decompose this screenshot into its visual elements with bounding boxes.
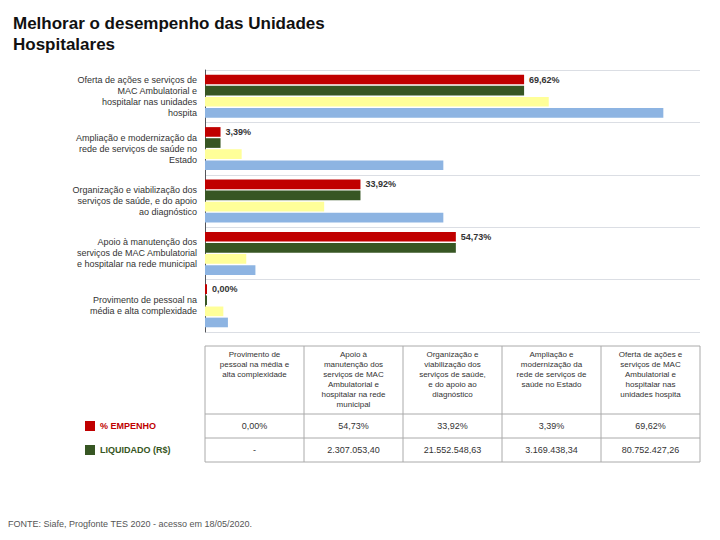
svg-text:3,39%: 3,39% <box>539 421 565 431</box>
svg-text:Oferta de ações e serviços de: Oferta de ações e serviços de <box>77 75 197 85</box>
svg-text:hospitalar na rede: hospitalar na rede <box>321 390 386 399</box>
svg-text:Hospitalares: Hospitalares <box>13 35 115 54</box>
svg-text:FONTE: Siafe, Progfonte TES 20: FONTE: Siafe, Progfonte TES 2020 - acess… <box>8 519 252 529</box>
svg-text:manutenção dos: manutenção dos <box>324 360 383 369</box>
svg-text:33,92%: 33,92% <box>437 421 468 431</box>
svg-text:rede de serviços de: rede de serviços de <box>517 370 587 379</box>
svg-text:% EMPENHO: % EMPENHO <box>100 421 156 431</box>
svg-text:hospita: hospita <box>168 108 197 118</box>
svg-text:LIQUIDADO (R$): LIQUIDADO (R$) <box>100 445 171 455</box>
svg-text:3.169.438,34: 3.169.438,34 <box>525 445 578 455</box>
svg-text:rede de serviços de saúde no: rede de serviços de saúde no <box>79 144 197 154</box>
svg-text:Provimento de: Provimento de <box>229 350 281 359</box>
svg-text:Ambulatorial e: Ambulatorial e <box>328 380 380 389</box>
svg-text:-: - <box>253 445 256 455</box>
svg-text:Estado: Estado <box>169 155 197 165</box>
svg-text:Ampliação e: Ampliação e <box>529 350 574 359</box>
svg-text:Ambulatorial e: Ambulatorial e <box>625 370 677 379</box>
svg-text:diagnóstico: diagnóstico <box>432 390 473 399</box>
svg-text:saúde no Estado: saúde no Estado <box>521 380 582 389</box>
svg-text:Ampliação e modernização da: Ampliação e modernização da <box>76 133 197 143</box>
svg-text:0,00%: 0,00% <box>242 421 268 431</box>
svg-text:hospitalar nas unidades: hospitalar nas unidades <box>102 97 198 107</box>
svg-text:serviços de saúde,: serviços de saúde, <box>419 370 486 379</box>
svg-text:69,62%: 69,62% <box>529 75 560 85</box>
svg-text:modernização da: modernização da <box>521 360 583 369</box>
svg-text:municipal: municipal <box>337 400 371 409</box>
svg-text:80.752.427,26: 80.752.427,26 <box>622 445 680 455</box>
svg-text:Apoio à: Apoio à <box>340 350 368 359</box>
svg-text:Organização e viabilização dos: Organização e viabilização dos <box>72 185 197 195</box>
svg-text:viabilização dos: viabilização dos <box>424 360 480 369</box>
svg-text:33,92%: 33,92% <box>365 179 396 189</box>
svg-text:2.307.053,40: 2.307.053,40 <box>327 445 380 455</box>
svg-text:unidades hospita: unidades hospita <box>620 390 681 399</box>
svg-text:MAC Ambulatorial e: MAC Ambulatorial e <box>117 86 197 96</box>
svg-text:Oferta de ações e: Oferta de ações e <box>619 350 683 359</box>
svg-text:Provimento de pessoal na: Provimento de pessoal na <box>93 295 197 305</box>
svg-text:média e alta complexidade: média e alta complexidade <box>90 306 197 316</box>
svg-text:Organização e: Organização e <box>426 350 479 359</box>
svg-text:e do apoio ao: e do apoio ao <box>428 380 477 389</box>
svg-text:69,62%: 69,62% <box>635 421 666 431</box>
svg-text:21.552.548,63: 21.552.548,63 <box>424 445 482 455</box>
svg-text:54,73%: 54,73% <box>461 232 492 242</box>
svg-text:serviços de saúde, e do apoio: serviços de saúde, e do apoio <box>77 196 197 206</box>
svg-text:3,39%: 3,39% <box>226 127 252 137</box>
svg-text:e hospitalar na rede municipal: e hospitalar na rede municipal <box>77 259 197 269</box>
svg-text:Apoio à manutenção dos: Apoio à manutenção dos <box>97 237 197 247</box>
svg-text:0,00%: 0,00% <box>212 284 238 294</box>
svg-text:serviços de MAC: serviços de MAC <box>323 370 384 379</box>
svg-text:ao diagnóstico: ao diagnóstico <box>139 207 197 217</box>
svg-text:54,73%: 54,73% <box>338 421 369 431</box>
svg-text:hospitalar nas: hospitalar nas <box>626 380 676 389</box>
svg-text:Melhorar o desempenho das Unid: Melhorar o desempenho das Unidades <box>13 14 325 33</box>
svg-text:serviços de MAC: serviços de MAC <box>620 360 681 369</box>
svg-text:pessoal na média e: pessoal na média e <box>220 360 290 369</box>
svg-text:serviços de MAC Ambulatorial: serviços de MAC Ambulatorial <box>77 248 197 258</box>
svg-text:alta complexidade: alta complexidade <box>222 370 287 379</box>
